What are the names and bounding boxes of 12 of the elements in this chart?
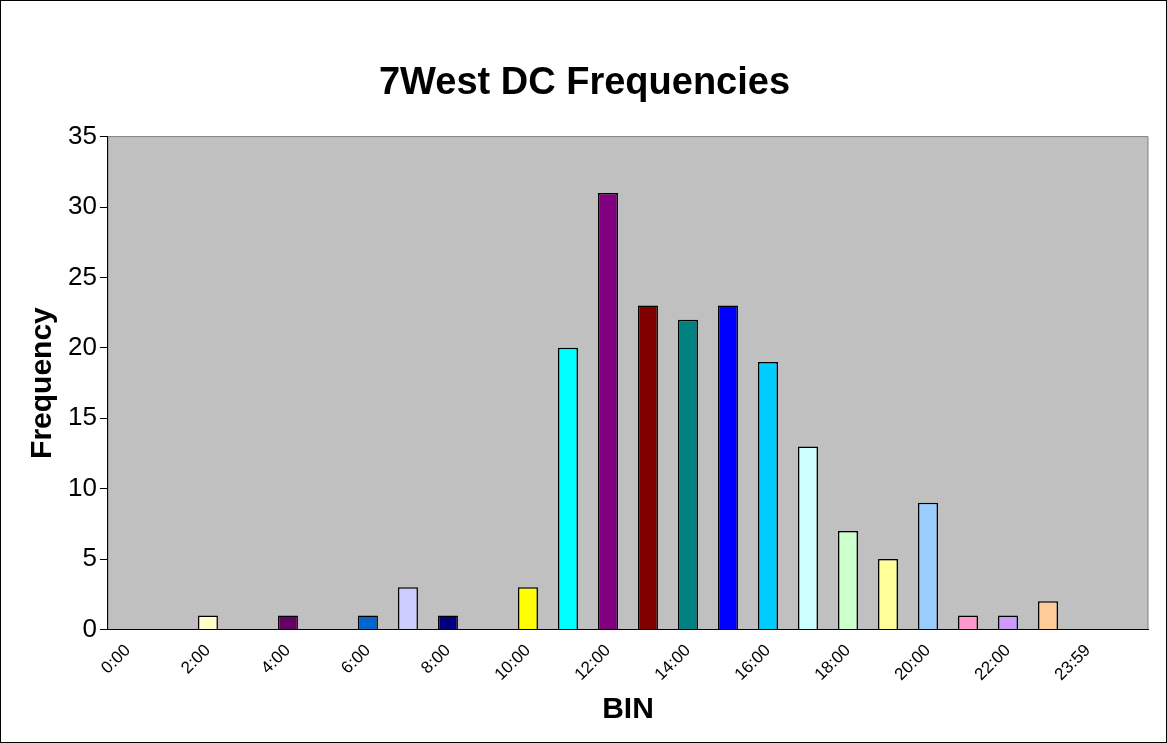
y-tick-label: 30 <box>68 190 97 221</box>
y-tick-label: 35 <box>68 119 97 150</box>
y-tick-label: 5 <box>82 542 97 573</box>
y-tick-label: 25 <box>68 260 97 291</box>
x-tick-label: 4:00 <box>257 640 295 678</box>
y-tick-label: 10 <box>68 471 97 502</box>
y-axis-title: Frequency <box>24 306 58 459</box>
y-tick-label: 15 <box>68 401 97 432</box>
y-tick-label: 20 <box>68 331 97 362</box>
x-axis-title: BIN <box>602 691 654 725</box>
y-tick-label: 0 <box>82 612 97 643</box>
chart-title: 7West DC Frequencies <box>378 60 791 103</box>
